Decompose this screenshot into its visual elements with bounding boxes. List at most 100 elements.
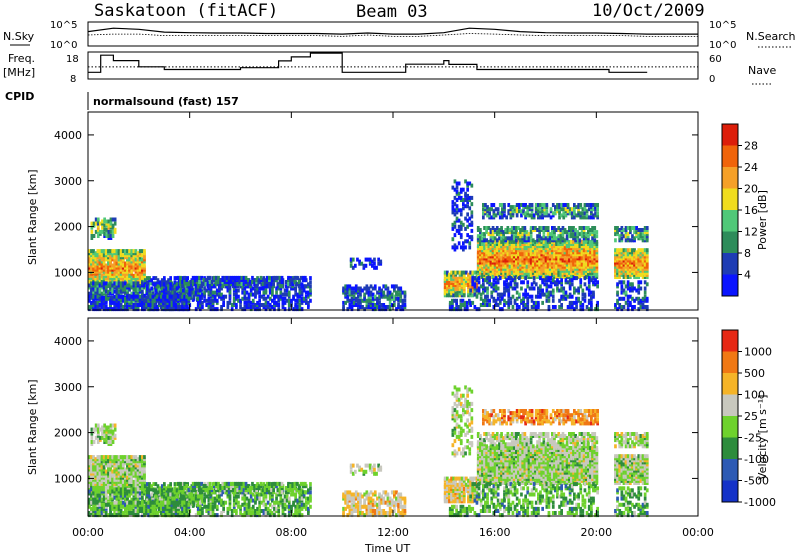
power-cell [390,284,394,289]
power-cell [147,307,150,312]
power-cell [486,290,489,295]
power-cell [551,226,554,230]
power-cell [451,303,454,307]
power-cell [244,284,248,289]
power-cell [126,271,129,276]
power-cell [553,226,556,230]
power-cell [96,287,100,292]
power-cell [92,221,96,226]
power-cell [595,234,599,239]
power-cell [555,244,558,249]
power-cell [536,244,539,249]
power-cell [237,288,240,293]
power-cell [590,205,593,210]
power-cell [561,250,565,255]
power-cell [98,265,102,270]
power-cell [551,298,555,303]
power-cell [130,285,134,290]
power-cell [143,278,147,283]
power-cell [90,229,94,234]
power-cell [542,270,546,275]
power-cell [584,262,588,267]
power-cell [386,296,390,301]
power-cell [121,287,125,292]
power-cell [98,293,102,298]
power-cell [487,250,491,255]
power-cell [589,228,592,232]
power-cell [593,264,597,269]
power-cell [568,270,571,275]
power-cell [130,265,134,270]
power-cell [276,275,280,280]
power-cell [130,273,134,278]
power-cell [107,249,110,254]
power-cell [626,307,630,312]
power-cell [470,228,474,233]
power-cell [134,287,138,292]
power-cell [620,286,624,291]
power-cell [538,264,541,269]
power-cell [164,294,167,299]
power-cell [302,296,306,301]
power-cell [132,278,136,282]
power-cell [580,226,584,230]
velocity-cell [124,477,127,482]
power-cell [503,207,506,212]
power-cell [504,236,508,241]
power-cell [464,245,467,250]
power-cell [485,238,488,243]
power-cell [574,266,577,271]
velocity-cell [119,457,123,462]
velocity-cell [132,484,136,488]
power-cell [578,244,582,249]
power-cell [502,275,505,279]
power-cell [96,278,100,282]
power-cell [113,217,117,222]
power-cell [545,282,549,287]
power-cell [155,305,159,309]
power-cell [371,303,375,307]
velocity-cell [90,471,93,476]
power-cell [487,226,491,230]
nave-label: Nave [748,64,776,77]
power-cell [113,294,117,299]
power-cell [143,255,146,260]
power-cell [90,289,93,294]
power-cell [90,300,93,305]
power-cell [570,300,574,305]
power-cell [170,296,174,301]
power-cell [631,270,634,275]
power-cell [560,286,563,291]
power-cell [631,260,634,265]
power-cell [160,307,164,312]
power-cell [624,284,628,289]
power-cell [281,300,285,305]
velocity-cell [102,461,106,466]
power-cell [94,273,98,278]
power-cell [534,203,538,207]
power-cell [491,266,495,271]
power-cell [515,260,518,265]
power-cell [519,266,522,271]
power-cell [113,249,117,254]
power-cell [476,258,480,263]
power-cell [568,278,572,283]
power-cell [115,287,119,292]
power-cell [565,248,569,253]
power-cell [456,270,460,275]
power-cell [96,261,100,266]
power-cell [251,305,255,309]
power-cell [468,235,472,240]
power-cell [528,294,532,299]
power-cell [451,298,454,303]
power-cell [505,286,508,291]
power-cell [373,261,376,266]
power-cell [157,300,161,305]
power-cell [163,280,166,285]
power-cell [471,272,475,277]
power-cell [96,253,100,258]
power-cell [596,307,599,312]
power-cell [96,229,100,234]
power-cell [290,300,293,305]
power-cell [543,207,547,212]
